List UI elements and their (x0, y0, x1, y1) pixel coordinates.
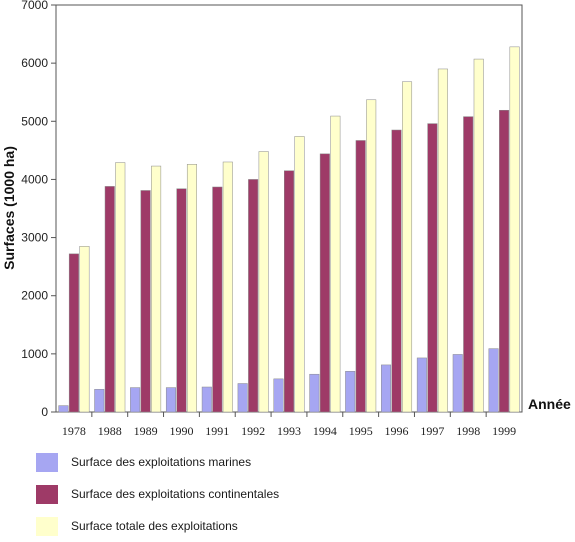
y-tick-label: 6000 (21, 56, 48, 70)
bar-totale-1991 (222, 161, 233, 413)
bar-marines-1993 (273, 378, 284, 413)
legend-swatch-continentales (36, 484, 58, 504)
bar-totale-1996 (402, 81, 413, 413)
legend: Surface des exploitations marines Surfac… (36, 446, 279, 542)
bar-continentales-1991 (212, 186, 223, 413)
bar-totale-1989 (151, 165, 162, 413)
x-tick-label: 1995 (349, 424, 373, 438)
bar-totale-1997 (437, 68, 448, 413)
x-tick-label: 1998 (456, 424, 480, 438)
y-tick-label: 3000 (21, 231, 48, 245)
bar-continentales-1997 (427, 123, 438, 413)
bar-continentales-1989 (140, 190, 151, 413)
bar-continentales-1995 (355, 140, 366, 413)
bar-marines-1991 (201, 386, 212, 413)
bar-marines-1992 (237, 383, 248, 413)
bar-continentales-1994 (319, 153, 330, 413)
bar-totale-1990 (186, 164, 197, 413)
legend-label-continentales: Surface des exploitations continentales (71, 487, 280, 501)
legend-swatch-totale (36, 516, 58, 536)
bar-continentales-1993 (284, 170, 294, 413)
x-tick-label: 1988 (98, 424, 122, 438)
bar-continentales-1990 (176, 188, 187, 413)
bar-marines-1988 (94, 389, 105, 413)
bar-continentales-1988 (104, 186, 115, 413)
bar-continentales-1996 (391, 129, 402, 413)
bar-totale-1994 (330, 115, 341, 413)
x-tick-label: 1990 (169, 424, 193, 438)
legend-swatch-marines (36, 452, 58, 472)
bar-totale-1978 (79, 246, 90, 413)
bar-marines-1978 (58, 405, 69, 413)
bar-marines-1998 (452, 354, 463, 413)
x-tick-label: 1989 (134, 424, 158, 438)
bar-marines-1994 (309, 373, 320, 413)
bar-marines-1999 (488, 348, 499, 413)
bar-continentales-1978 (68, 253, 79, 413)
y-tick-label: 0 (41, 405, 48, 419)
y-tick-label: 5000 (21, 114, 48, 128)
x-tick-label: 1994 (313, 424, 337, 438)
x-tick-label: 1999 (492, 424, 516, 438)
bar-marines-1997 (416, 357, 427, 413)
legend-item-continentales: Surface des exploitations continentales (36, 478, 279, 510)
bar-continentales-1999 (499, 109, 510, 413)
bar-totale-1992 (258, 151, 269, 413)
bars-group (58, 46, 520, 413)
y-tick-label: 7000 (21, 0, 48, 12)
x-tick-label: 1978 (62, 424, 86, 438)
x-tick-label: 1991 (205, 424, 229, 438)
bar-totale-1995 (366, 99, 377, 413)
x-tick-label: 1996 (385, 424, 409, 438)
x-axis: 1978 1988 1989 1990 1991 1992 1993 1994 1995 1996… (62, 412, 516, 438)
bar-totale-1988 (115, 162, 126, 413)
y-tick-label: 4000 (21, 172, 48, 186)
y-tick-label: 1000 (21, 347, 48, 361)
x-tick-label: 1992 (241, 424, 265, 438)
x-tick-label: 1997 (420, 424, 444, 438)
bar-totale-1999 (509, 46, 520, 413)
x-tick-label: 1993 (277, 424, 301, 438)
bar-continentales-1998 (463, 116, 474, 413)
y-axis-title: Surfaces (1000 ha) (1, 146, 17, 270)
legend-label-marines: Surface des exploitations marines (71, 455, 252, 469)
bar-continentales-1992 (248, 179, 259, 413)
x-axis-title: Année (528, 396, 571, 412)
bar-marines-1989 (130, 387, 141, 413)
bar-marines-1996 (381, 364, 392, 413)
legend-label-totale: Surface totale des exploitations (71, 519, 238, 533)
bar-totale-1998 (473, 58, 484, 413)
y-axis: 0 1000 2000 3000 4000 5000 6000 7000 (21, 0, 56, 419)
y-tick-label: 2000 (21, 289, 48, 303)
bar-marines-1995 (345, 371, 356, 413)
bar-totale-1993 (294, 136, 305, 413)
bar-marines-1990 (165, 387, 176, 413)
legend-item-marines: Surface des exploitations marines (36, 446, 279, 478)
legend-item-totale: Surface totale des exploitations (36, 510, 279, 542)
